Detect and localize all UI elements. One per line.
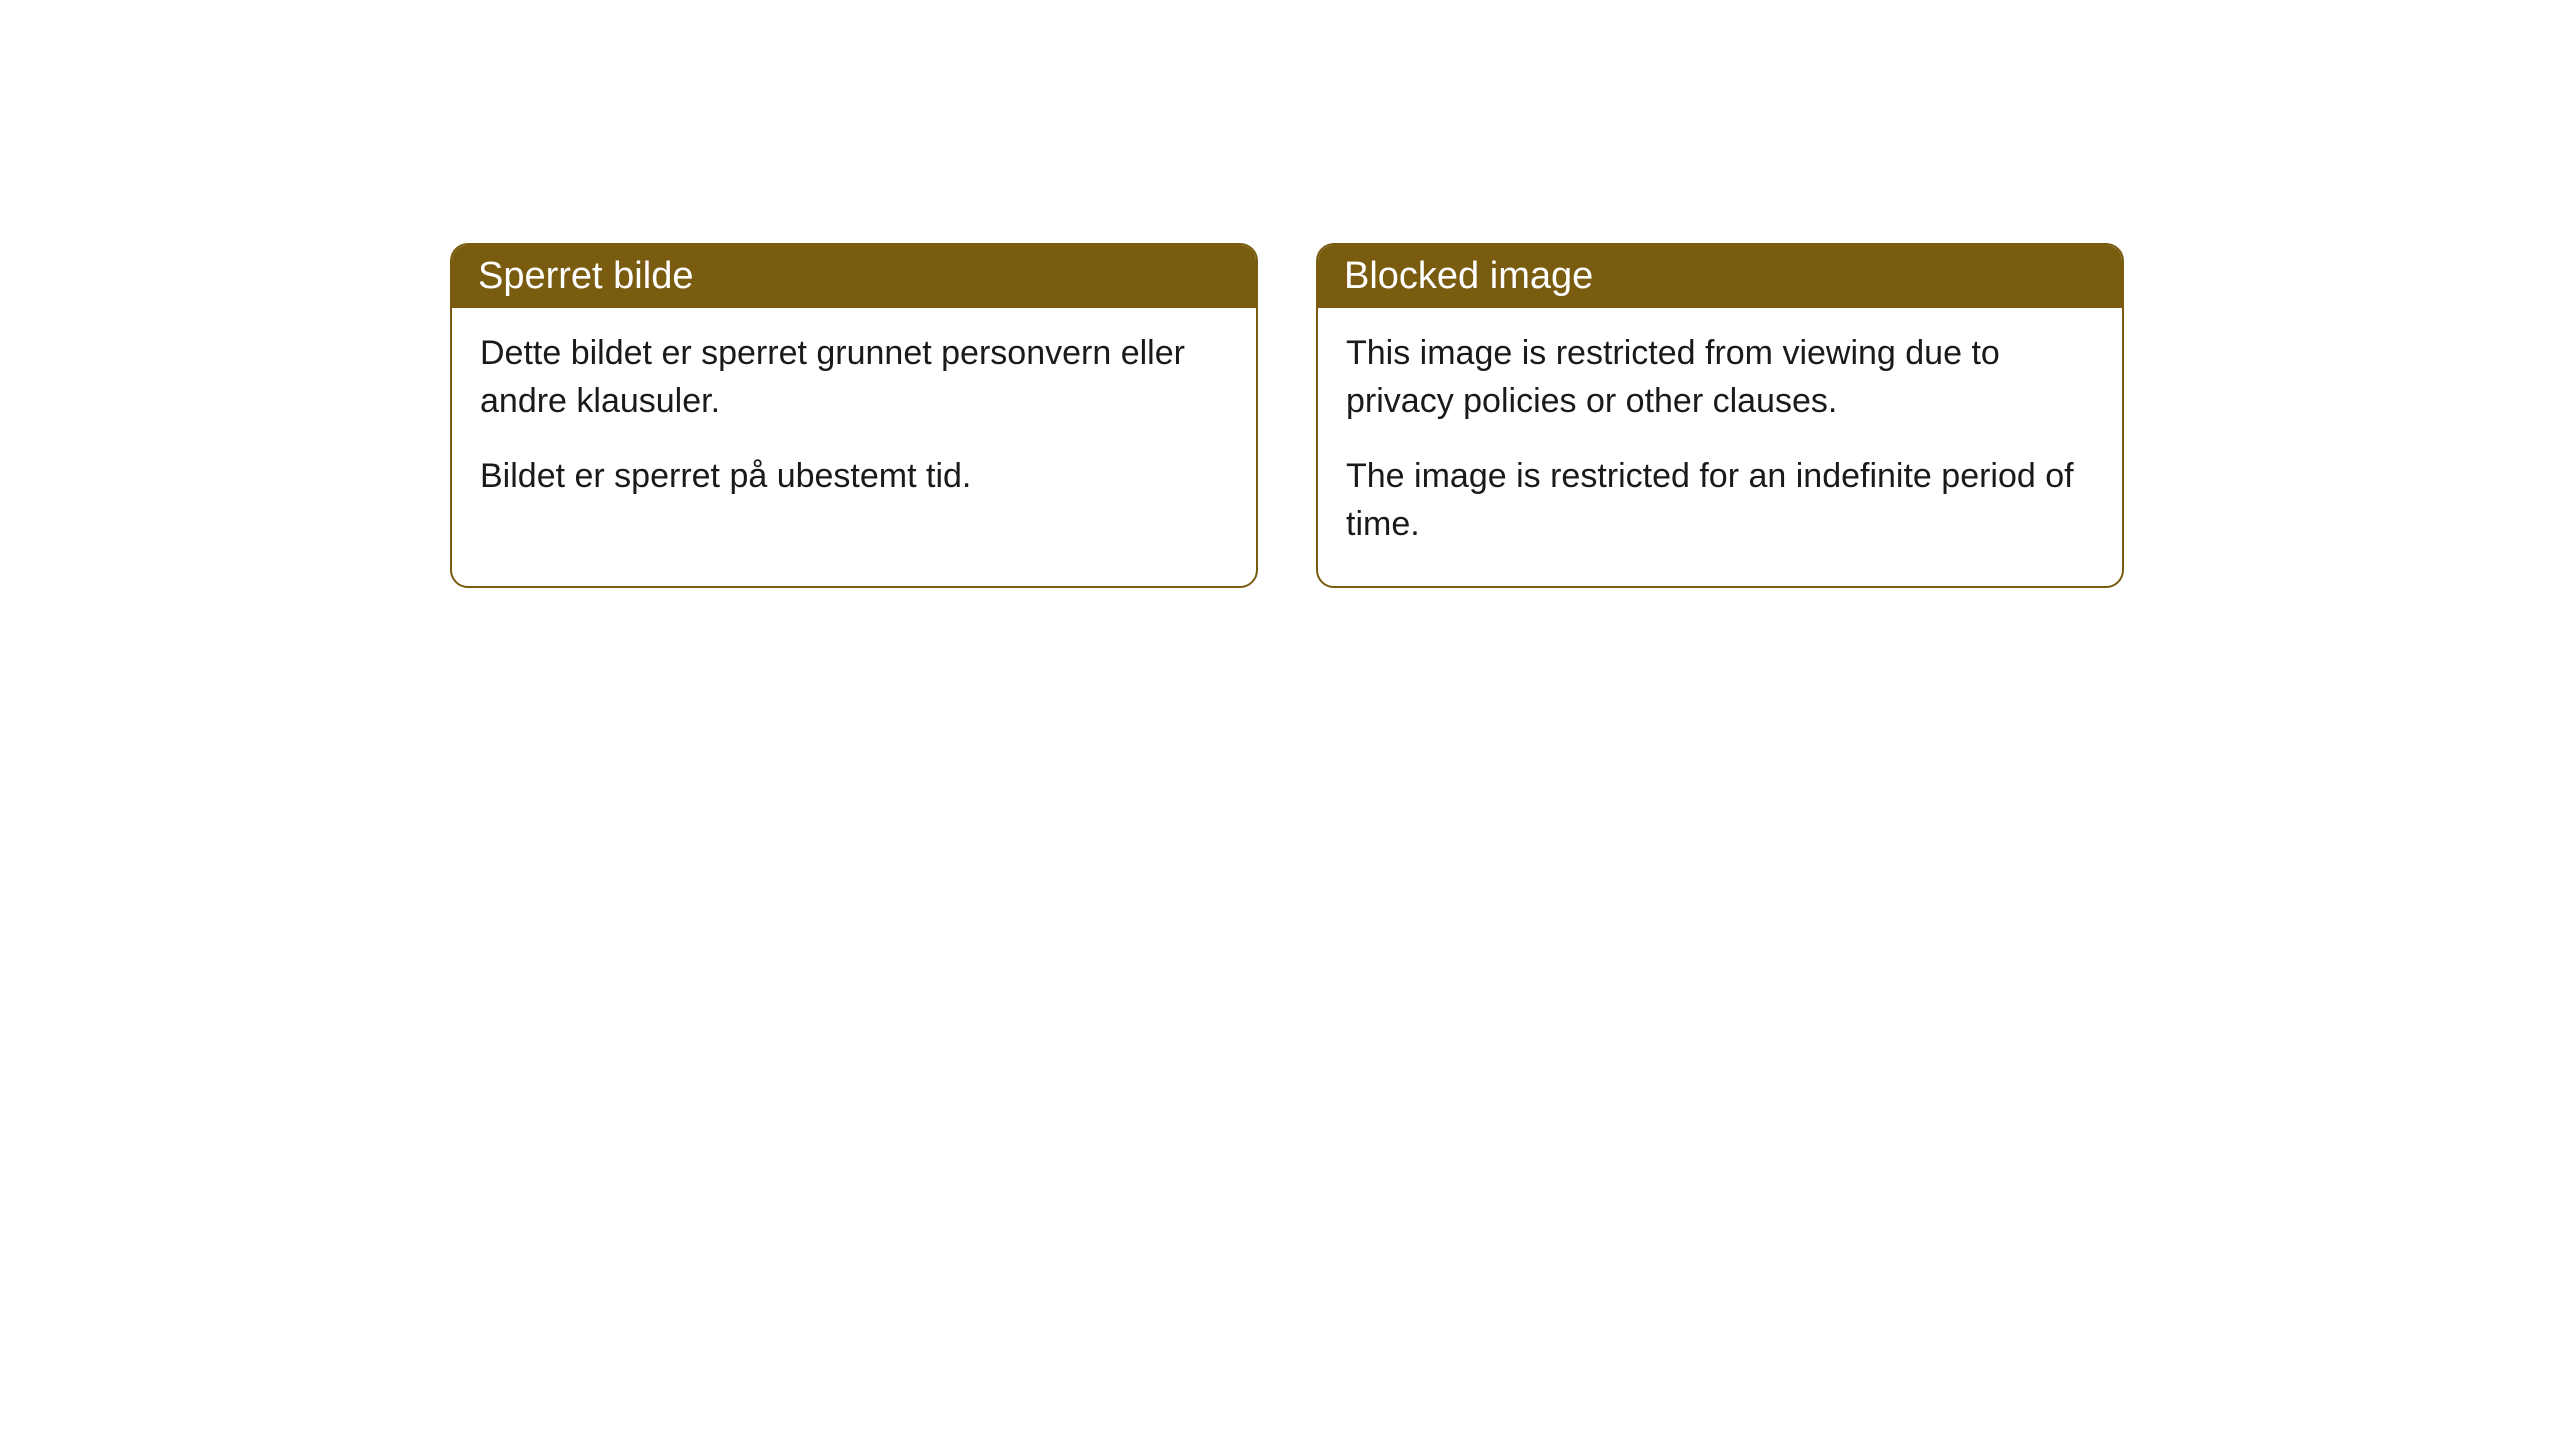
card-paragraph: Dette bildet er sperret grunnet personve… — [480, 330, 1228, 425]
card-body: Dette bildet er sperret grunnet personve… — [452, 308, 1256, 539]
card-title: Sperret bilde — [478, 255, 693, 297]
card-header: Blocked image — [1318, 245, 2122, 308]
card-paragraph: Bildet er sperret på ubestemt tid. — [480, 453, 1228, 501]
card-paragraph: This image is restricted from viewing du… — [1346, 330, 2094, 425]
card-paragraph: The image is restricted for an indefinit… — [1346, 453, 2094, 548]
card-title: Blocked image — [1344, 255, 1593, 297]
notice-card-english: Blocked image This image is restricted f… — [1316, 243, 2124, 588]
notice-container: Sperret bilde Dette bildet er sperret gr… — [450, 243, 2124, 588]
notice-card-norwegian: Sperret bilde Dette bildet er sperret gr… — [450, 243, 1258, 588]
card-body: This image is restricted from viewing du… — [1318, 308, 2122, 586]
card-header: Sperret bilde — [452, 245, 1256, 308]
